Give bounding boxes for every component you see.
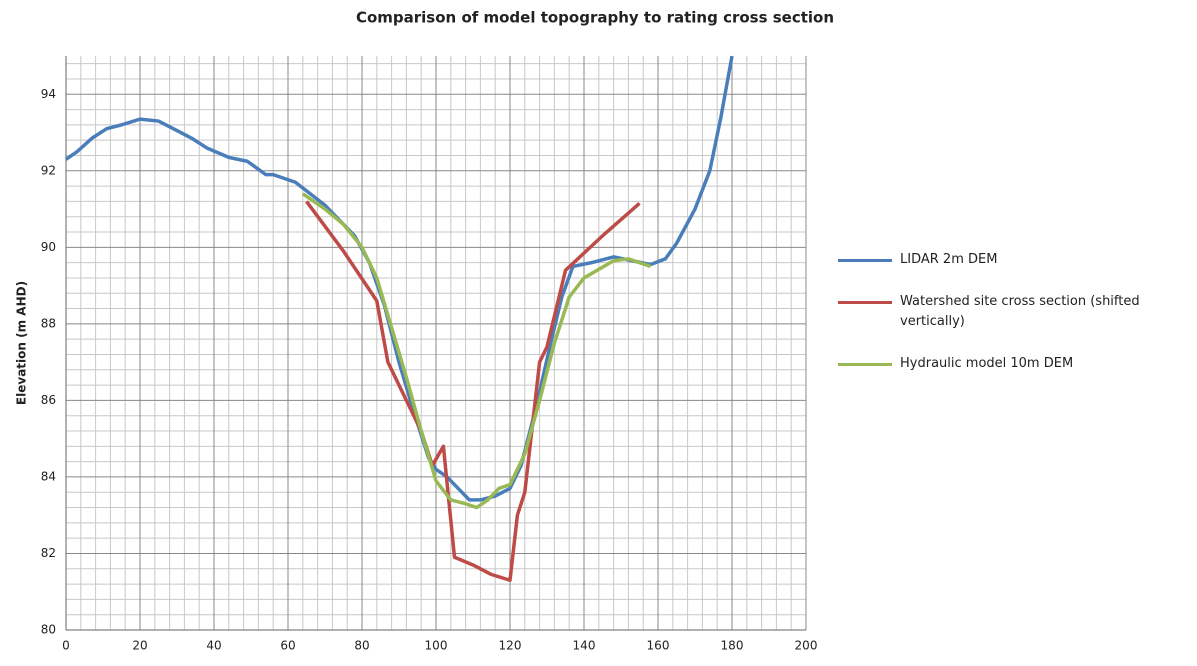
- y-tick-label: 86: [41, 393, 56, 407]
- x-tick-label: 140: [573, 639, 596, 653]
- y-tick-label: 94: [41, 87, 56, 101]
- y-tick-label: 88: [41, 316, 56, 330]
- legend-label: Watershed site cross section (shifted ve…: [900, 294, 1140, 329]
- x-tick-label: 80: [354, 639, 369, 653]
- legend-label: LIDAR 2m DEM: [900, 252, 998, 267]
- chart-title: Comparison of model topography to rating…: [356, 9, 834, 27]
- legend-swatch: [838, 363, 892, 366]
- x-tick-label: 200: [795, 639, 818, 653]
- y-tick-label: 92: [41, 163, 56, 177]
- legend-item: Hydraulic model 10m DEM: [838, 354, 1188, 374]
- legend-swatch: [838, 301, 892, 304]
- x-tick-label: 0: [62, 639, 70, 653]
- y-tick-label: 84: [41, 469, 56, 483]
- legend-swatch: [838, 259, 892, 262]
- x-tick-label: 180: [721, 639, 744, 653]
- legend-item: Watershed site cross section (shifted ve…: [838, 292, 1188, 332]
- x-tick-label: 160: [647, 639, 670, 653]
- line-series: [301, 192, 652, 510]
- legend-label: Hydraulic model 10m DEM: [900, 356, 1074, 371]
- legend-item: LIDAR 2m DEM: [838, 250, 1188, 270]
- x-tick-label: 120: [499, 639, 522, 653]
- x-tick-label: 20: [132, 639, 147, 653]
- line-series: [305, 200, 641, 583]
- y-axis-label: Elevation (m AHD): [15, 281, 29, 405]
- legend: LIDAR 2m DEM Watershed site cross section…: [838, 250, 1188, 396]
- y-tick-label: 90: [41, 240, 56, 254]
- y-tick-label: 82: [41, 546, 56, 560]
- y-tick-label: 80: [41, 623, 56, 637]
- x-tick-label: 40: [206, 639, 221, 653]
- x-tick-label: 100: [425, 639, 448, 653]
- x-tick-label: 60: [280, 639, 295, 653]
